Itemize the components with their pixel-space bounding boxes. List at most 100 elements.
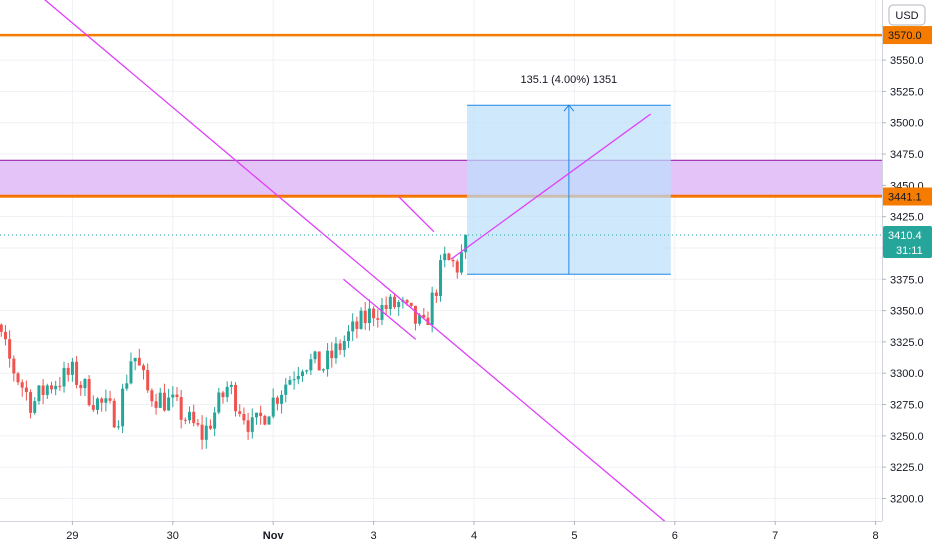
last-price-label: 3410.4 — [888, 230, 922, 242]
resistance-zone[interactable] — [0, 160, 882, 195]
candle-body — [347, 331, 350, 341]
currency-button[interactable] — [888, 4, 926, 26]
candle-body — [388, 296, 392, 309]
time-axis-bg — [0, 521, 932, 550]
candles-layer — [0, 234, 468, 450]
x-tick-label: 8 — [873, 530, 879, 542]
candle-body — [275, 397, 279, 404]
candle-body — [413, 305, 417, 324]
candle-body — [259, 412, 263, 416]
price-label-bg — [883, 187, 932, 206]
measurement-layer: 135.1 (4.00%) 1351 — [466, 74, 671, 275]
candle-body — [405, 300, 409, 303]
candle-body — [397, 302, 401, 308]
y-tick-label: 3550.0 — [890, 55, 924, 67]
lower-flag-line[interactable] — [343, 278, 417, 340]
candle-body — [188, 411, 192, 421]
price-axis-bg — [882, 0, 932, 550]
candle-body — [238, 411, 242, 414]
candle-body — [129, 361, 133, 384]
candle-body — [154, 401, 158, 408]
candle-body — [447, 253, 451, 261]
candle-body — [150, 390, 154, 402]
y-tick-label: 3250.0 — [890, 431, 924, 443]
candle-body — [70, 361, 74, 375]
candle-body — [125, 383, 129, 389]
candle-body — [54, 385, 58, 390]
price-label: 3441.1 — [888, 192, 922, 204]
candle-body — [146, 370, 150, 391]
y-tick-label: 3375.0 — [890, 274, 924, 286]
candle-body — [33, 401, 37, 413]
candle-body — [234, 384, 238, 412]
price-label: 3570.0 — [888, 30, 922, 42]
y-tick-label: 3325.0 — [890, 337, 924, 349]
descending-trendline[interactable] — [27, 0, 676, 531]
x-tick-label: Nov — [263, 530, 285, 542]
x-tick-label: 4 — [471, 530, 477, 542]
candle-body — [91, 405, 95, 410]
breakout-projection[interactable] — [450, 113, 652, 260]
candle-body — [263, 415, 267, 425]
candle-body — [16, 373, 20, 383]
candle-body — [213, 412, 217, 429]
candle-body — [96, 398, 99, 410]
candle-body — [246, 420, 250, 432]
candle-body — [280, 394, 284, 404]
candle-body — [196, 423, 200, 425]
candle-body — [288, 380, 292, 385]
candle-body — [422, 314, 426, 318]
candle-body — [367, 308, 371, 324]
candle-body — [384, 304, 388, 309]
candle-body — [351, 321, 355, 332]
candle-body — [37, 385, 41, 402]
upper-flag-line[interactable] — [398, 196, 435, 233]
candle-body — [284, 384, 288, 395]
time-axis[interactable]: 29 30 Nov 3 4 5 6 7 8 — [0, 521, 932, 550]
candle-body — [24, 387, 28, 393]
candle-body — [217, 392, 221, 413]
candle-body — [83, 379, 87, 389]
candle-body — [137, 357, 141, 366]
candle-body — [300, 371, 304, 377]
candle-body — [58, 385, 62, 387]
candle-body — [29, 392, 33, 413]
candle-body — [372, 308, 376, 319]
candle-body — [3, 331, 7, 340]
candle-body — [0, 324, 3, 332]
candle-body — [439, 260, 443, 297]
x-tick-label: 6 — [672, 530, 678, 542]
x-tick-label: 5 — [571, 530, 577, 542]
drawings-layer — [0, 0, 882, 531]
candle-body — [430, 292, 434, 326]
candle-body — [376, 318, 380, 320]
candle-body — [104, 398, 108, 403]
candle-body — [12, 358, 16, 374]
candle-body — [313, 351, 317, 360]
candle-body — [133, 357, 137, 362]
x-tick-label: 29 — [66, 530, 78, 542]
y-tick-label: 3275.0 — [890, 400, 924, 412]
candle-body — [167, 397, 171, 411]
candle-body — [142, 365, 146, 371]
candle-body — [20, 382, 24, 388]
candle-body — [112, 400, 116, 428]
candle-body — [321, 369, 325, 371]
y-tick-label: 3500.0 — [890, 118, 924, 130]
candle-body — [296, 376, 300, 380]
candle-body — [292, 379, 296, 381]
candle-body — [200, 424, 204, 440]
candle-body — [204, 425, 208, 440]
candle-body — [62, 367, 66, 387]
candle-body — [121, 388, 125, 427]
candle-body — [418, 314, 422, 324]
candle-body — [326, 350, 330, 370]
y-tick-label: 3525.0 — [890, 86, 924, 98]
candle-body — [87, 379, 91, 406]
candle-body — [225, 386, 229, 398]
price-axis[interactable]: 3550.03525.03500.03475.03450.03425.03400… — [882, 0, 932, 550]
candle-body — [100, 398, 104, 403]
x-tick-label: 3 — [371, 530, 377, 542]
candle-body — [171, 394, 175, 398]
